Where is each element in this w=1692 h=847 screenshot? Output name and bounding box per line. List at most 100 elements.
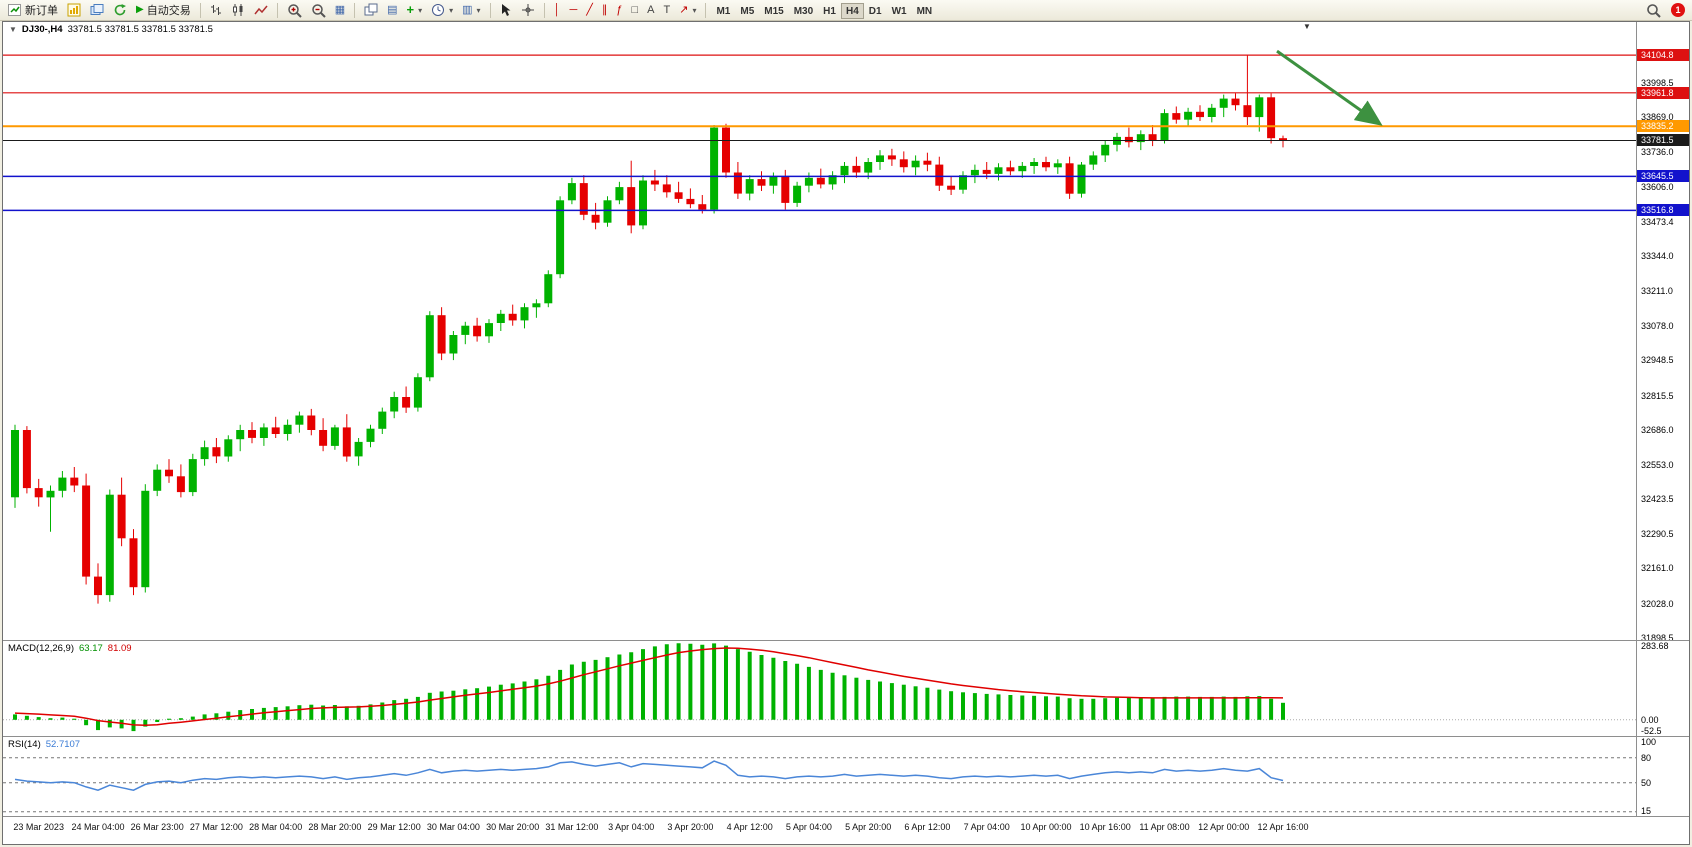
macd-chart[interactable] [3,641,1636,736]
autotrading-button[interactable]: ▶ 自动交易 [132,1,195,19]
arrows-tool-button[interactable]: ↗ ▾ [675,1,700,19]
cascade-windows-icon [364,3,378,16]
refresh-button[interactable] [109,1,131,19]
toolbar-separator [354,2,356,18]
horizontal-line-tool-button[interactable]: ─ [565,1,581,19]
toolbar-separator [543,2,545,18]
timeframe-button-w1[interactable]: W1 [887,3,912,19]
cursor-icon [501,4,511,16]
rsi-chart[interactable] [3,737,1636,816]
time-axis-label: 30 Mar 20:00 [486,822,540,832]
refresh-icon [114,4,126,16]
data-window-button[interactable]: ▤ [383,1,401,19]
time-axis-label: 5 Apr 20:00 [845,822,892,832]
symbol-title: DJ30-,H4 [21,24,63,35]
support-line-upper-price-box: 33645.5 [1637,170,1689,183]
rsi-axis[interactable]: 100 80 50 15 [1636,737,1689,816]
macd-axis[interactable]: 283.68 0.00 -52.5 [1636,641,1689,736]
tile-windows-button[interactable]: ▦ [331,1,349,19]
toolbar-separator [276,2,278,18]
time-axis-label: 10 Apr 00:00 [1020,822,1072,832]
time-axis-label: 5 Apr 04:00 [785,822,832,832]
axis-label: 32553.0 [1641,459,1674,470]
time-axis-label: 10 Apr 16:00 [1079,822,1131,832]
trendline-tool-button[interactable]: ╱ [582,1,597,19]
toolbar-right: 1 [1642,1,1689,19]
text-tool-button[interactable]: A [643,1,658,19]
new-order-button[interactable]: 新订单 [3,1,62,19]
symbol-dropdown-icon[interactable]: ▼ [9,25,17,34]
profiles-icon [90,4,104,15]
template-button[interactable]: ▥ ▾ [458,1,484,19]
chevron-down-icon: ▾ [692,5,697,15]
macd-signal-value: 81.09 [107,643,132,654]
cursor-tool-button[interactable] [496,1,516,19]
chart-window: ▼ DJ30-,H4 33781.5 33781.5 33781.5 33781… [2,21,1690,845]
chart-shift-marker[interactable]: ▼ [1303,22,1311,31]
vertical-line-tool-button[interactable]: │ [550,1,565,19]
timeframe-button-m5[interactable]: M5 [735,3,759,19]
axis-label: 33736.0 [1641,147,1674,158]
axis-label: 33998.5 [1641,78,1674,89]
rsi-name: RSI(14) [8,739,41,750]
rsi-plot[interactable]: RSI(14) 52.7107 [3,737,1636,816]
notification-badge[interactable]: 1 [1671,3,1685,17]
new-order-label: 新订单 [25,5,58,17]
zoom-out-icon [311,3,326,18]
shapes-tool-button[interactable]: □ [627,1,642,19]
crosshair-tool-button[interactable] [517,1,539,19]
macd-plot[interactable]: MACD(12,26,9) 63.17 81.09 [3,641,1636,736]
candlestick-chart[interactable] [3,22,1636,640]
crosshair-icon [521,4,534,16]
time-axis-label: 6 Apr 12:00 [904,822,951,832]
cascade-windows-button[interactable] [360,1,382,19]
fibonacci-tool-button[interactable]: ƒ [612,1,626,19]
support-line-lower-price-box: 33516.8 [1637,204,1689,217]
axis-label: -52.5 [1641,726,1662,736]
resistance-line-upper-price-box: 34104.8 [1637,49,1689,62]
time-axis-label: 12 Apr 00:00 [1198,822,1250,832]
line-chart-button[interactable] [250,1,272,19]
time-axis-label: 29 Mar 12:00 [367,822,421,832]
time-axis-label: 4 Apr 12:00 [726,822,773,832]
time-axis[interactable]: 23 Mar 2023 24 Mar 04:00 26 Mar 23:00 27 Ma… [3,817,1689,844]
timeframe-button-m15[interactable]: M15 [759,3,788,19]
main-plot[interactable]: ▼ DJ30-,H4 33781.5 33781.5 33781.5 33781… [3,22,1636,640]
timeframe-button-m30[interactable]: M30 [789,3,818,19]
candlestick-chart-button[interactable] [227,1,249,19]
axis-label: 32686.0 [1641,424,1674,435]
toolbar-separator [705,2,707,18]
rsi-value: 52.7107 [45,739,81,750]
bar-chart-button[interactable] [206,1,226,19]
new-chart-button[interactable] [63,1,85,19]
timeframe-button-m1[interactable]: M1 [711,3,735,19]
tile-windows-icon: ▦ [334,4,346,16]
channel-tool-button[interactable]: ∥ [598,1,612,19]
zoom-out-button[interactable] [307,1,330,19]
axis-label: 32028.0 [1641,598,1674,609]
timeframe-button-h1[interactable]: H1 [818,3,841,19]
timeframe-button-mn[interactable]: MN [912,3,938,19]
autotrading-icon: ▶ [136,4,144,15]
toolbar-separator [489,2,491,18]
new-chart-icon [67,3,81,17]
zoom-in-button[interactable] [283,1,306,19]
axis-label: 0.00 [1641,714,1659,725]
time-axis-label: 11 Apr 08:00 [1139,822,1190,832]
horizontal-line-icon: ─ [569,4,578,16]
timeframe-button-h4[interactable]: H4 [840,3,864,20]
profiles-button[interactable] [86,1,108,19]
indicators-button[interactable]: + ▾ [403,1,427,19]
search-button[interactable] [1642,1,1665,19]
period-button[interactable]: ▾ [427,1,457,19]
rsi-pane: RSI(14) 52.7107 100 80 50 15 [3,737,1689,817]
time-axis-label: 28 Mar 20:00 [308,822,362,832]
resistance-line-lower-price-box: 33961.8 [1637,86,1689,99]
rsi-label: RSI(14) 52.7107 [8,739,80,750]
axis-label: 283.68 [1641,641,1669,651]
price-axis[interactable]: 33998.5 33869.0 33736.0 33606.0 33473.4 33344… [1636,22,1689,640]
chevron-down-icon: ▾ [418,5,423,15]
label-tool-button[interactable]: T [659,1,674,19]
timeframe-button-d1[interactable]: D1 [864,3,887,19]
